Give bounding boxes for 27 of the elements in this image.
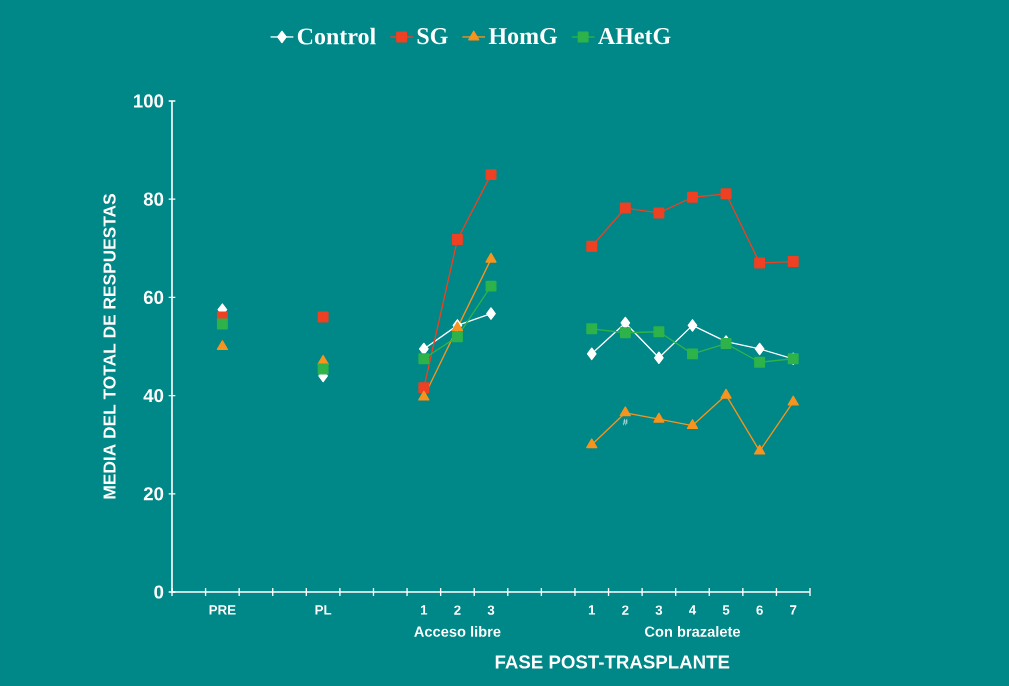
annotation: # bbox=[622, 418, 628, 426]
legend-label: Control bbox=[297, 27, 376, 45]
y-tick-label: 60 bbox=[143, 290, 164, 305]
x-tick-label: PL bbox=[315, 605, 332, 615]
x-tick-label: 2 bbox=[454, 605, 461, 615]
x-tick-label: 1 bbox=[588, 605, 596, 615]
y-tick-label: 80 bbox=[143, 192, 164, 206]
y-tick-label: 0 bbox=[154, 585, 164, 599]
legend-label: AHetG bbox=[598, 28, 671, 45]
x-tick-label: 3 bbox=[655, 605, 663, 615]
x-tick-label: 4 bbox=[688, 605, 697, 615]
x-tick-label: 2 bbox=[622, 605, 629, 615]
y-tick-label: 40 bbox=[143, 388, 164, 403]
text: Acceso libre bbox=[414, 626, 501, 637]
x-tick-label: 5 bbox=[722, 605, 730, 615]
x-tick-label: 6 bbox=[756, 605, 763, 615]
x-axis-title: FASE POST-TRASPLANTE bbox=[495, 655, 730, 669]
text: Con brazalete bbox=[645, 626, 741, 637]
y-axis-title: MEDIA DEL TOTAL DE RESPUESTAS bbox=[103, 194, 116, 499]
x-tick-label: PRE bbox=[209, 605, 236, 615]
y-tick-label: 100 bbox=[133, 94, 164, 108]
x-tick-label: 1 bbox=[420, 605, 428, 615]
legend-label: SG bbox=[417, 28, 448, 45]
x-tick-label: 3 bbox=[487, 605, 495, 615]
legend-label: HomG bbox=[488, 28, 558, 45]
x-tick-label: 7 bbox=[790, 605, 797, 615]
y-tick-label: 20 bbox=[143, 487, 164, 501]
